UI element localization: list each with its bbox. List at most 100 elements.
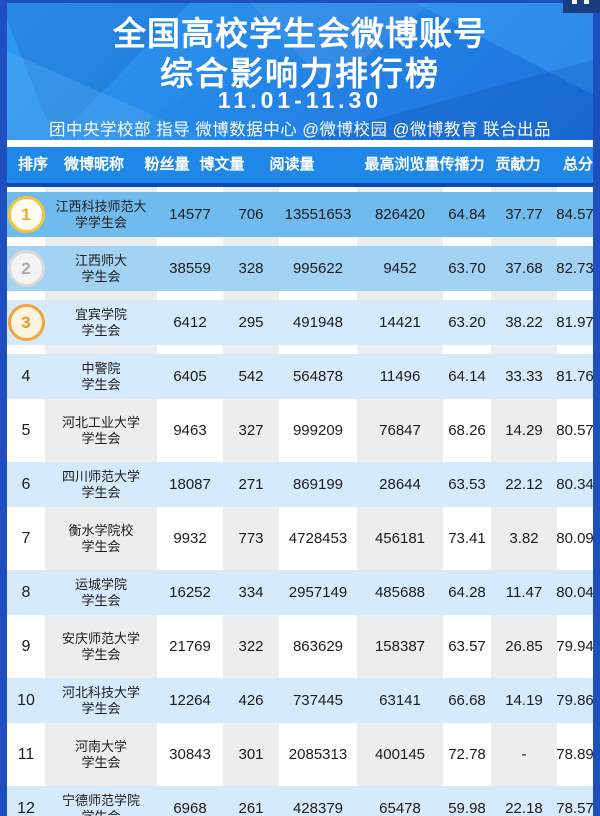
- total-score: 82.73: [556, 260, 594, 277]
- rank-cell: 11: [17, 745, 35, 763]
- max-views-count: 63141: [379, 692, 421, 709]
- rank-cell: 8: [21, 583, 31, 601]
- total-score: 78.57: [556, 800, 594, 816]
- corner-glyph: [572, 0, 577, 4]
- column-header: 最高浏览量: [364, 156, 440, 173]
- max-views-count: 826420: [374, 206, 426, 223]
- table-row: 3 宜宾学院 学生会 6412 295 491948 14421 63.20 3…: [7, 300, 594, 345]
- reads-count: 869199: [292, 476, 344, 493]
- posts-count: 773: [238, 530, 264, 547]
- reads-count: 2957149: [288, 584, 348, 601]
- table-body: 1 江西科技师范大 学学生会 14577 706 13551653 826420…: [7, 187, 594, 816]
- table-header-row: 排序 微博昵称 粉丝量 博文量 阅读量 最高浏览量 传播力 贡献力 总分: [7, 147, 593, 183]
- fans-count: 38559: [169, 260, 211, 277]
- account-name: 宜宾学院 学生会: [74, 306, 127, 338]
- total-score: 80.04: [556, 584, 594, 601]
- rank-cell: 1: [7, 192, 45, 237]
- posts-count: 261: [238, 800, 264, 816]
- spread-score: 63.57: [448, 638, 486, 655]
- total-score: 81.76: [556, 368, 594, 385]
- total-score: 79.94: [556, 638, 594, 655]
- table-row: 5 河北工业大学 学生会 9463 327 999209 76847 68.26…: [7, 408, 594, 453]
- rank-cell: 7: [21, 529, 31, 547]
- posts-count: 426: [238, 692, 264, 709]
- account-name: 安庆师范大学 学生会: [61, 630, 140, 662]
- account-name: 中警院 学生会: [81, 360, 121, 392]
- contribution-score: 37.68: [505, 260, 543, 277]
- spread-score: 63.53: [448, 476, 486, 493]
- right-border: [593, 0, 600, 816]
- contribution-score: 22.12: [505, 476, 543, 493]
- rank-cell: 2: [7, 246, 45, 291]
- total-score: 78.89: [556, 746, 594, 763]
- max-views-count: 11496: [379, 368, 421, 385]
- reads-count: 4728453: [288, 530, 348, 547]
- posts-count: 706: [238, 206, 264, 223]
- reads-count: 428379: [292, 800, 344, 816]
- max-views-count: 65478: [379, 800, 421, 816]
- top-border: [0, 0, 600, 3]
- column-header: 博文量: [199, 156, 245, 173]
- spread-score: 73.41: [448, 530, 486, 547]
- max-views-count: 456181: [374, 530, 426, 547]
- spread-score: 64.14: [448, 368, 486, 385]
- rank-cell: 9: [21, 637, 31, 655]
- account-name: 宁德师范学院 学生会: [61, 792, 140, 816]
- spread-score: 64.84: [448, 206, 486, 223]
- posts-count: 271: [238, 476, 264, 493]
- table-row: 12 宁德师范学院 学生会 6968 261 428379 65478 59.9…: [7, 786, 594, 816]
- total-score: 80.34: [556, 476, 594, 493]
- account-name: 河北科技大学 学生会: [61, 684, 140, 716]
- credits-line: 团中央学校部 指导 微博数据中心 @微博校园 @微博教育 联合出品: [49, 121, 551, 139]
- max-views-count: 9452: [383, 260, 417, 277]
- rank-cell: 6: [21, 475, 31, 493]
- reads-count: 564878: [292, 368, 344, 385]
- fans-count: 14577: [169, 206, 211, 223]
- reads-count: 999209: [292, 422, 344, 439]
- corner-glyph: [584, 0, 589, 4]
- table-row: 8 运城学院 学生会 16252 334 2957149 485688 64.2…: [7, 570, 594, 615]
- posts-count: 542: [238, 368, 264, 385]
- contribution-score: 14.19: [505, 692, 543, 709]
- column-header: 贡献力: [495, 156, 541, 173]
- header-underline: [7, 183, 593, 187]
- fans-count: 16252: [169, 584, 211, 601]
- max-views-count: 158387: [374, 638, 426, 655]
- account-name: 江西科技师范大 学学生会: [55, 198, 147, 230]
- spread-score: 63.70: [448, 260, 486, 277]
- contribution-score: 33.33: [505, 368, 543, 385]
- table-row: 1 江西科技师范大 学学生会 14577 706 13551653 826420…: [7, 192, 594, 237]
- table-row: 10 河北科技大学 学生会 12264 426 737445 63141 66.…: [7, 678, 594, 723]
- spread-score: 72.78: [448, 746, 486, 763]
- spread-score: 66.68: [448, 692, 486, 709]
- left-border: [0, 0, 7, 816]
- total-score: 79.86: [556, 692, 594, 709]
- account-name: 运城学院 学生会: [74, 576, 127, 608]
- column-header: 阅读量: [269, 156, 315, 173]
- max-views-count: 76847: [379, 422, 421, 439]
- column-header: 传播力: [439, 156, 485, 173]
- contribution-score: 26.85: [505, 638, 543, 655]
- total-score: 80.57: [556, 422, 594, 439]
- max-views-count: 14421: [379, 314, 421, 331]
- reads-count: 995622: [292, 260, 344, 277]
- fans-count: 9463: [173, 422, 207, 439]
- spread-score: 68.26: [448, 422, 486, 439]
- table-row: 9 安庆师范大学 学生会 21769 322 863629 158387 63.…: [7, 624, 594, 669]
- fans-count: 9932: [173, 530, 207, 547]
- page-title-line1: 全国高校学生会微博账号: [113, 15, 487, 52]
- account-name: 衡水学院校 学生会: [68, 522, 134, 554]
- posts-count: 328: [238, 260, 264, 277]
- rank-cell: 5: [21, 421, 31, 439]
- banner-table-divider: [7, 140, 593, 147]
- contribution-score: 3.82: [509, 530, 539, 547]
- column-header: 排序: [17, 156, 49, 173]
- rank-cell: 12: [17, 799, 35, 816]
- corner-widget-icon: [563, 0, 600, 13]
- account-name: 河北工业大学 学生会: [61, 414, 140, 446]
- rank-cell: 10: [17, 691, 35, 709]
- reads-count: 491948: [292, 314, 344, 331]
- posts-count: 327: [238, 422, 264, 439]
- banner: 全国高校学生会微博账号 综合影响力排行榜 11.01-11.30 团中央学校部 …: [0, 3, 600, 140]
- column-header: 微博昵称: [63, 156, 125, 173]
